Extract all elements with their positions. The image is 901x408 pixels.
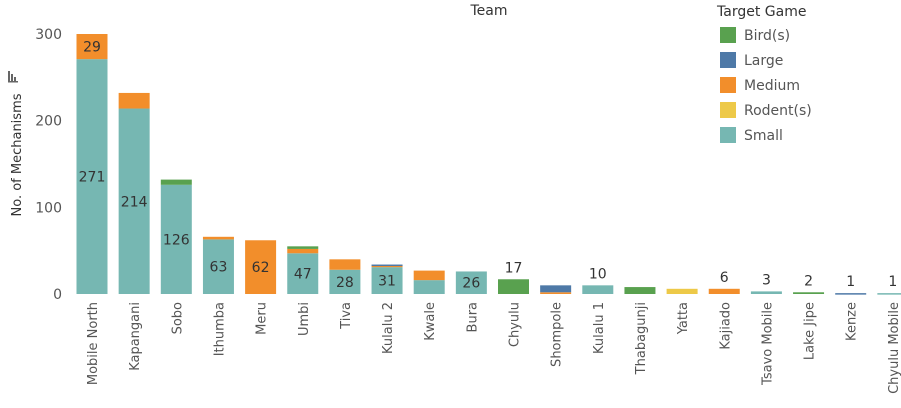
x-tick-label: Kenze: [845, 302, 860, 341]
x-tick-label: Tsavo Mobile: [760, 302, 775, 386]
legend-title: Target Game: [716, 4, 806, 20]
x-tick-label: Ithumba: [212, 302, 227, 356]
bars-group: [76, 34, 901, 295]
x-tick-label: Meru: [255, 302, 270, 335]
x-tick-label: Bura: [465, 302, 480, 332]
bar-segment: [76, 59, 108, 295]
bar-segment: [624, 287, 656, 294]
x-tick-label: Yatta: [676, 302, 691, 335]
data-label: 6: [720, 270, 729, 286]
legend-label: Small: [744, 128, 783, 144]
bar-segment: [202, 239, 234, 294]
x-tick-label: Chyulu: [508, 302, 523, 347]
x-tick-label: Mobile North: [86, 302, 101, 385]
y-axis: 0 100 200 300: [35, 27, 62, 303]
bar-segment: [666, 288, 698, 294]
chart-title: Team: [469, 3, 507, 19]
bar-segment: [413, 280, 445, 294]
bar-segment: [329, 269, 361, 294]
y-tick-label: 300: [35, 27, 62, 43]
legend-label: Bird(s): [744, 28, 790, 44]
data-label: 271: [79, 170, 106, 186]
legend-swatch: [720, 52, 736, 68]
bar-segment: [371, 264, 403, 267]
bar-segment: [76, 34, 108, 60]
legend-swatch: [720, 102, 736, 118]
bar-segment: [877, 293, 901, 295]
data-label: 10: [589, 266, 607, 282]
y-axis-label: No. of Mechanisms: [10, 93, 25, 216]
bar-segment: [582, 285, 614, 294]
x-tick-label: Kwale: [423, 302, 438, 341]
x-tick-label: Chyulu Mobile: [887, 302, 901, 394]
data-label: 214: [121, 194, 148, 210]
data-label: 1: [888, 274, 897, 290]
bar-segment: [498, 279, 529, 294]
x-tick-label: Shompole: [550, 302, 565, 367]
bar-segment: [287, 253, 319, 294]
bar-segment: [287, 246, 319, 249]
bar-segment: [160, 184, 192, 294]
data-label: 1: [846, 274, 855, 290]
legend: Target Game Bird(s) Large Medium Rodent(s) S…: [716, 4, 812, 144]
x-tick-label: Lake Jipe: [803, 302, 818, 360]
bar-segment: [118, 92, 150, 109]
legend-label: Medium: [744, 78, 800, 94]
bar-segment: [202, 236, 234, 240]
x-tick-label: Thabagunji: [634, 302, 649, 375]
x-tick-label: Sobo: [170, 302, 185, 334]
sort-icon[interactable]: [8, 71, 18, 83]
y-tick-label: 200: [35, 114, 62, 130]
data-label: 3: [762, 272, 771, 288]
legend-swatch: [720, 27, 736, 43]
data-label: 26: [462, 276, 480, 292]
data-label: 31: [378, 274, 396, 290]
bar-segment: [750, 291, 782, 294]
bar-segment: [329, 259, 361, 270]
legend-label: Large: [744, 53, 783, 69]
x-tick-label: Kajiado: [718, 302, 733, 350]
data-label: 62: [252, 260, 270, 276]
bar-segment: [371, 267, 403, 294]
data-label: 2: [804, 273, 813, 289]
data-label: 63: [210, 260, 228, 276]
data-label: 126: [163, 232, 190, 248]
bar-segment: [160, 179, 192, 185]
bar-segment: [835, 293, 867, 295]
data-label: 29: [83, 40, 101, 56]
bar-segment: [455, 271, 487, 294]
data-label: 47: [294, 267, 312, 283]
legend-swatch: [720, 127, 736, 143]
bar-segment: [287, 248, 319, 254]
bar-segment: [371, 265, 403, 268]
bar-segment: [708, 288, 740, 294]
x-tick-label: Tiva: [339, 302, 354, 330]
bar-segment: [413, 270, 445, 281]
x-axis: Mobile North Kapangani Sobo Ithumba Meru Umbi…: [86, 302, 901, 394]
x-tick-label: Kapangani: [128, 302, 143, 371]
bar-segment: [245, 240, 277, 294]
bar-segment: [118, 108, 150, 295]
x-tick-label: Kulalu 1: [592, 302, 607, 354]
bar-segment: [540, 285, 572, 293]
bar-segment: [540, 292, 572, 294]
x-tick-label: Kulalu 2: [381, 302, 396, 354]
legend-swatch: [720, 77, 736, 93]
y-tick-label: 0: [53, 287, 62, 303]
data-label: 28: [336, 275, 354, 291]
bar-segment: [793, 292, 825, 294]
legend-label: Rodent(s): [744, 103, 812, 119]
x-tick-label: Umbi: [297, 302, 312, 336]
y-tick-label: 100: [35, 200, 62, 216]
data-label: 17: [505, 260, 523, 276]
